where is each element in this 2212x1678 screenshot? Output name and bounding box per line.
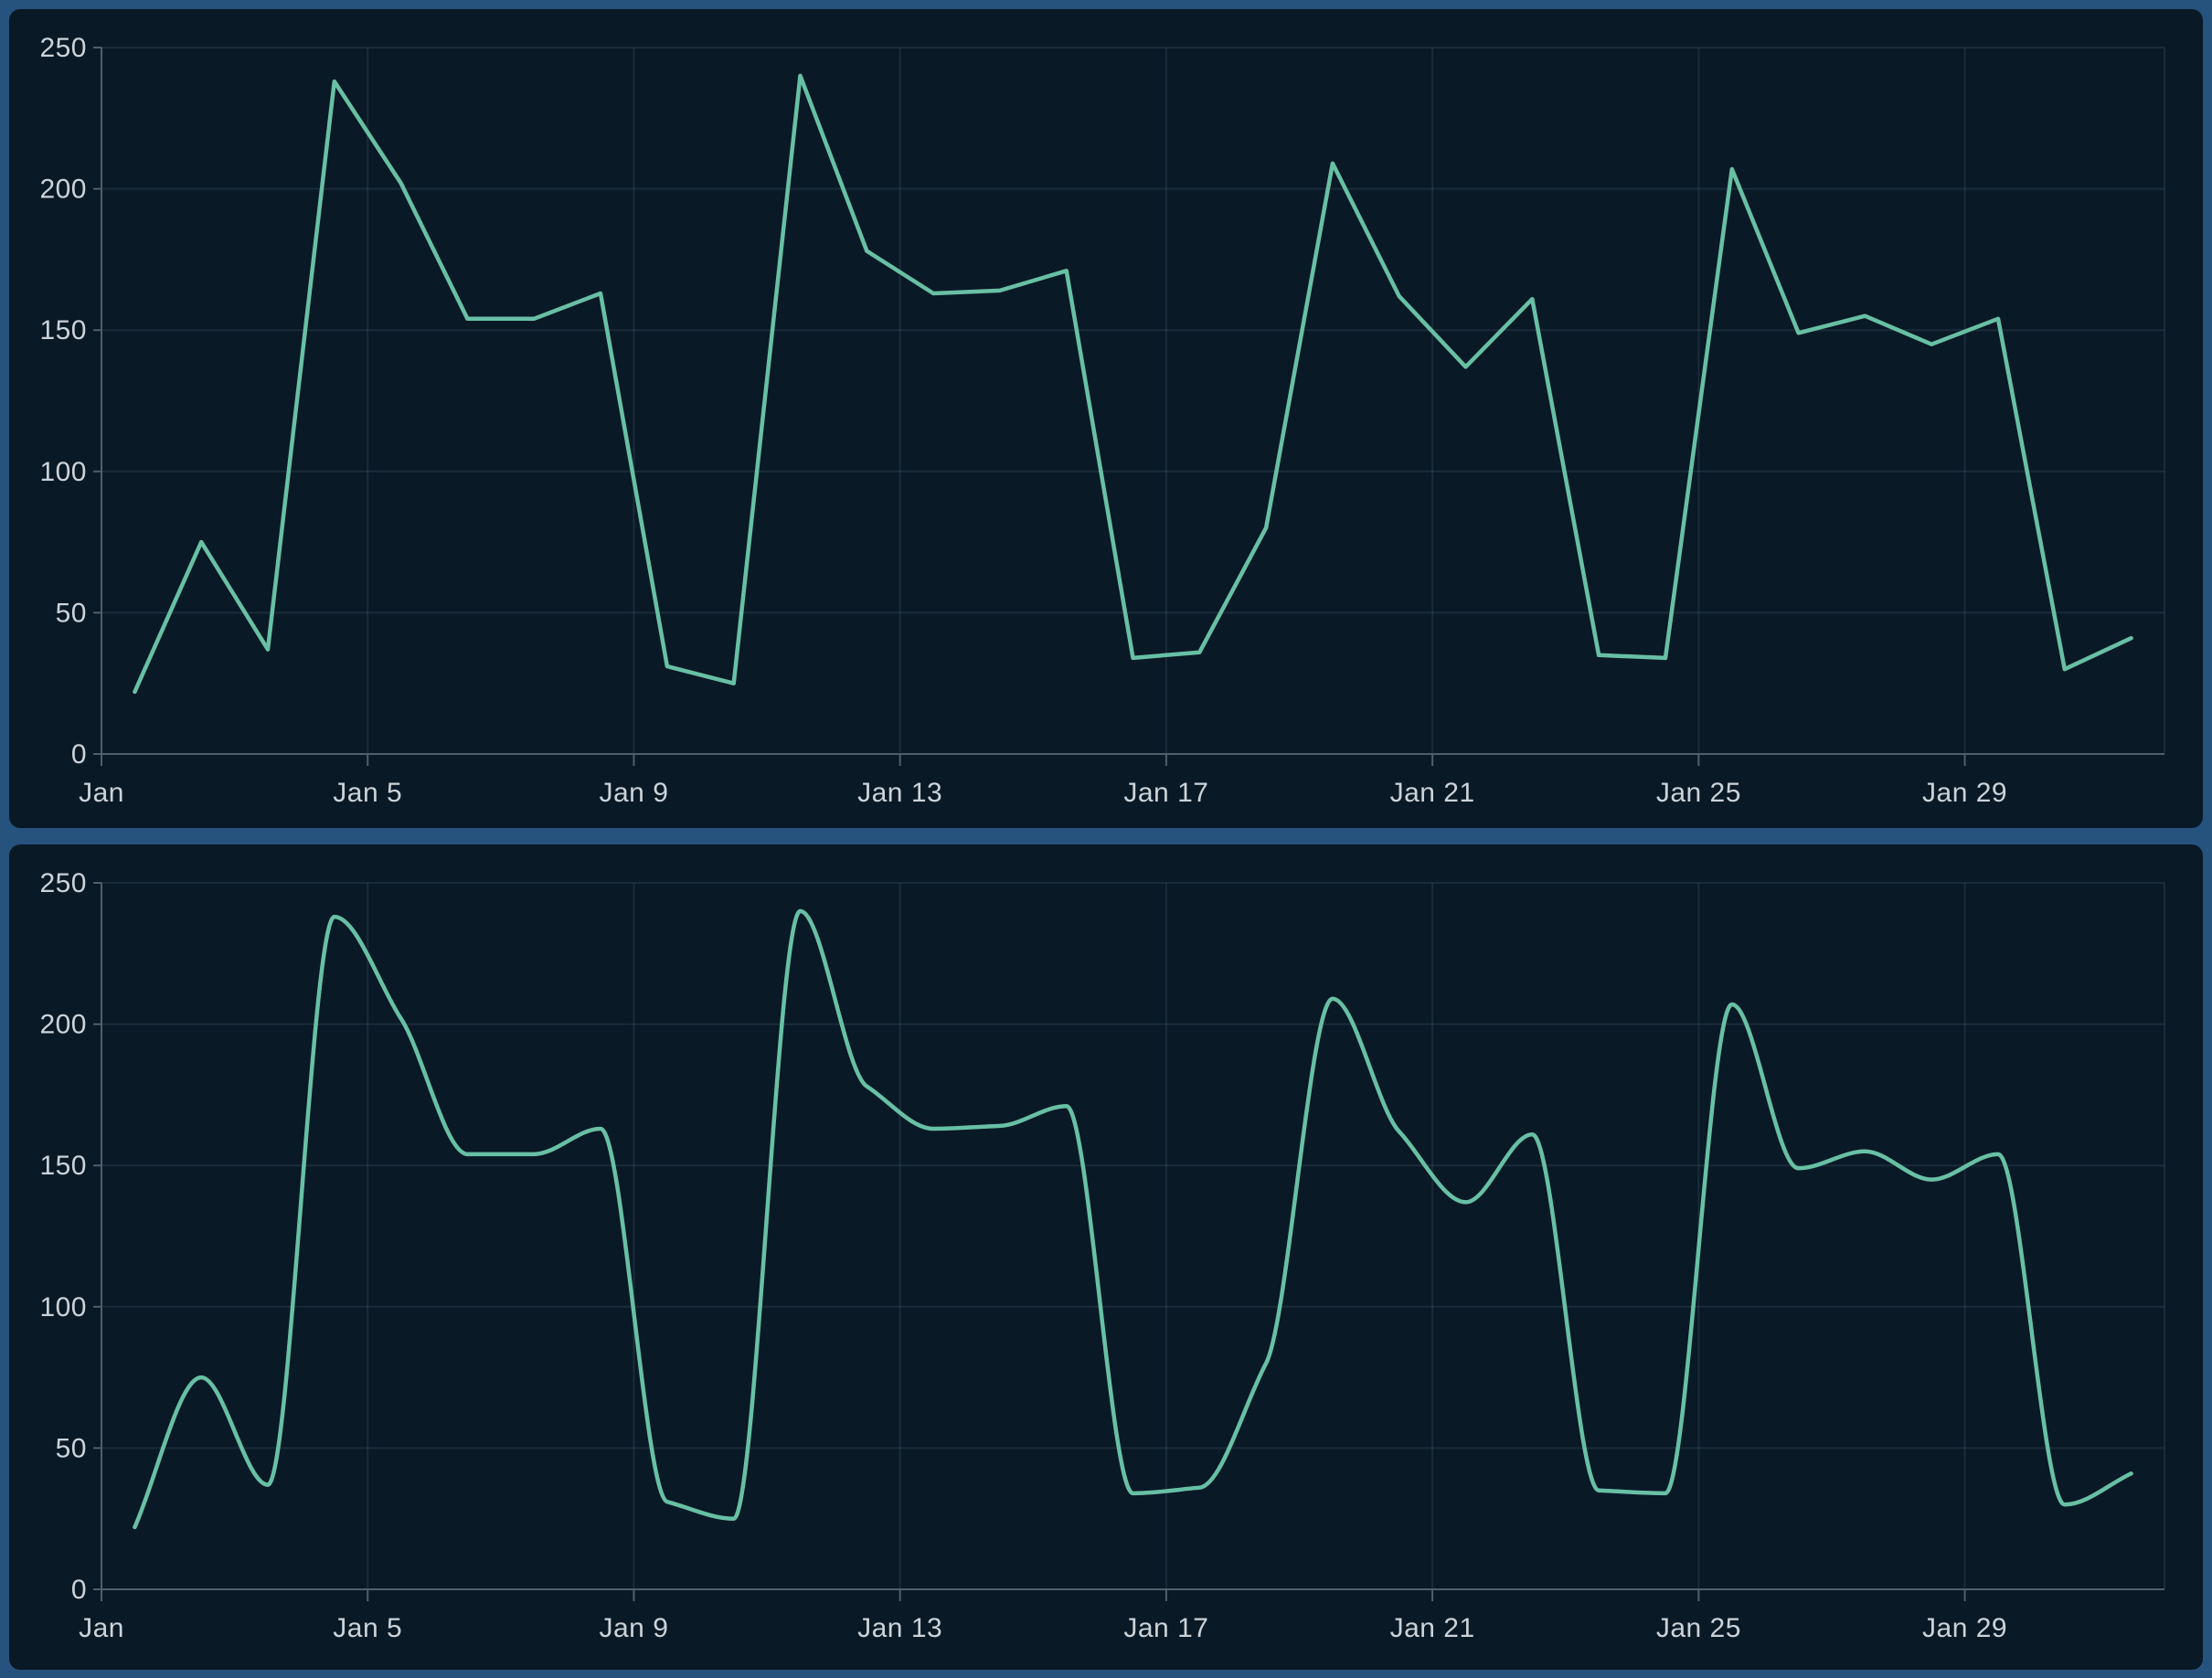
x-axis-label: Jan 25 xyxy=(1656,1613,1741,1643)
y-axis-label: 50 xyxy=(56,598,87,628)
smooth-series-line xyxy=(133,908,2133,1530)
y-axis-label: 150 xyxy=(39,315,87,345)
x-axis-label: Jan 21 xyxy=(1390,1613,1475,1643)
x-axis-label: Jan xyxy=(79,1613,124,1643)
line-chart-svg: 0 50 100 150 200 250 Jan Jan 5 Jan 9 Jan 13 Jan 17… xyxy=(39,33,2165,808)
x-axis-label: Jan 21 xyxy=(1390,778,1475,808)
y-axis-label: 250 xyxy=(39,868,87,898)
top-chart-card: 0 50 100 150 200 250 Jan Jan 5 Jan 9 Jan 13 Jan 17… xyxy=(9,9,2203,828)
x-axis-label: Jan 17 xyxy=(1123,778,1208,808)
x-axis-label: Jan 5 xyxy=(333,1613,402,1643)
x-axis-label: Jan xyxy=(79,778,124,808)
x-axis-label: Jan 13 xyxy=(857,1613,942,1643)
x-axis-label: Jan 29 xyxy=(1922,1613,2007,1643)
y-axis-label: 100 xyxy=(39,1292,87,1322)
x-axis-label: Jan 9 xyxy=(600,778,669,808)
x-axis-label: Jan 25 xyxy=(1656,778,1741,808)
bottom-chart-card: 0 50 100 150 200 250 Jan Jan 5 Jan 9 Jan 13 Jan 17… xyxy=(9,844,2203,1670)
x-axis-label: Jan 5 xyxy=(333,778,402,808)
x-axis-label: Jan 17 xyxy=(1123,1613,1208,1643)
y-axis-label: 0 xyxy=(71,739,87,770)
y-axis-label: 100 xyxy=(39,457,87,487)
y-axis-label: 150 xyxy=(39,1151,87,1181)
x-axis-label: Jan 13 xyxy=(857,778,942,808)
x-axis-label: Jan 29 xyxy=(1922,778,2007,808)
y-axis-label: 0 xyxy=(71,1575,87,1605)
smooth-line-chart-svg: 0 50 100 150 200 250 Jan Jan 5 Jan 9 Jan 13 Jan 17… xyxy=(39,868,2165,1643)
y-axis-label: 50 xyxy=(56,1433,87,1463)
y-axis-label: 200 xyxy=(39,1010,87,1040)
y-axis-label: 200 xyxy=(39,175,87,205)
series-line xyxy=(133,73,2133,695)
y-axis-label: 250 xyxy=(39,33,87,63)
x-axis-label: Jan 9 xyxy=(600,1613,669,1643)
